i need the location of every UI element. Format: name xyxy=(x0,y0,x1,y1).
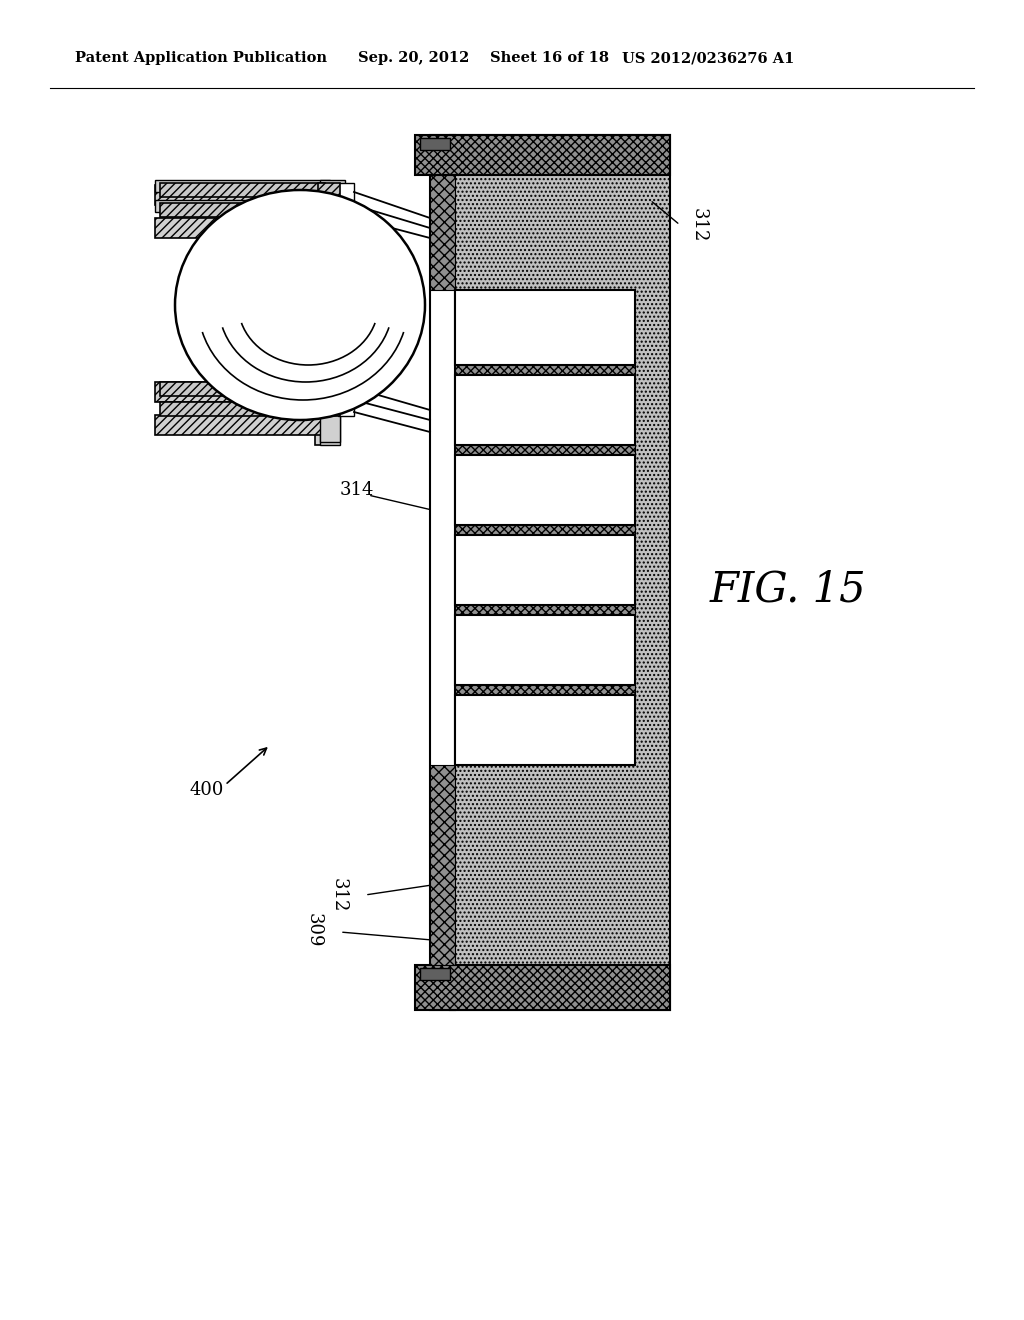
Bar xyxy=(455,366,635,375)
Bar xyxy=(338,381,354,416)
Text: 400: 400 xyxy=(190,781,224,799)
Bar xyxy=(338,183,354,216)
Text: Sep. 20, 2012: Sep. 20, 2012 xyxy=(358,51,469,65)
Text: 314: 314 xyxy=(340,480,375,499)
Bar xyxy=(160,183,325,197)
Bar xyxy=(455,290,635,366)
Ellipse shape xyxy=(175,190,425,420)
Bar xyxy=(319,381,340,442)
Bar xyxy=(155,381,325,403)
Bar xyxy=(450,135,670,1010)
Bar xyxy=(430,176,455,290)
Text: 312: 312 xyxy=(330,878,348,912)
Text: Sheet 16 of 18: Sheet 16 of 18 xyxy=(490,51,609,65)
Bar xyxy=(420,139,450,150)
Bar xyxy=(420,968,450,979)
Bar xyxy=(160,403,325,416)
Bar xyxy=(455,525,635,535)
Bar xyxy=(155,201,330,213)
Bar xyxy=(415,135,670,176)
Bar xyxy=(155,414,325,436)
Bar xyxy=(455,696,635,766)
Bar xyxy=(319,180,345,213)
Bar xyxy=(455,375,635,445)
Bar xyxy=(430,135,455,1010)
Text: US 2012/0236276 A1: US 2012/0236276 A1 xyxy=(622,51,795,65)
Text: 312: 312 xyxy=(690,207,708,242)
Bar xyxy=(315,195,335,445)
Bar xyxy=(155,218,325,238)
Text: Patent Application Publication: Patent Application Publication xyxy=(75,51,327,65)
Bar xyxy=(318,381,340,416)
Bar xyxy=(319,185,340,445)
Bar xyxy=(455,615,635,685)
Bar xyxy=(455,445,635,455)
Text: 309: 309 xyxy=(305,912,323,948)
Bar xyxy=(430,766,455,965)
Bar xyxy=(318,183,340,216)
Bar xyxy=(455,455,635,525)
Bar xyxy=(160,203,325,216)
Bar xyxy=(455,605,635,615)
Bar xyxy=(160,381,325,396)
Bar xyxy=(155,185,325,205)
Text: FIG. 15: FIG. 15 xyxy=(710,569,866,611)
Bar xyxy=(155,180,330,191)
Bar xyxy=(415,965,670,1010)
Bar xyxy=(455,535,635,605)
Bar xyxy=(455,685,635,696)
